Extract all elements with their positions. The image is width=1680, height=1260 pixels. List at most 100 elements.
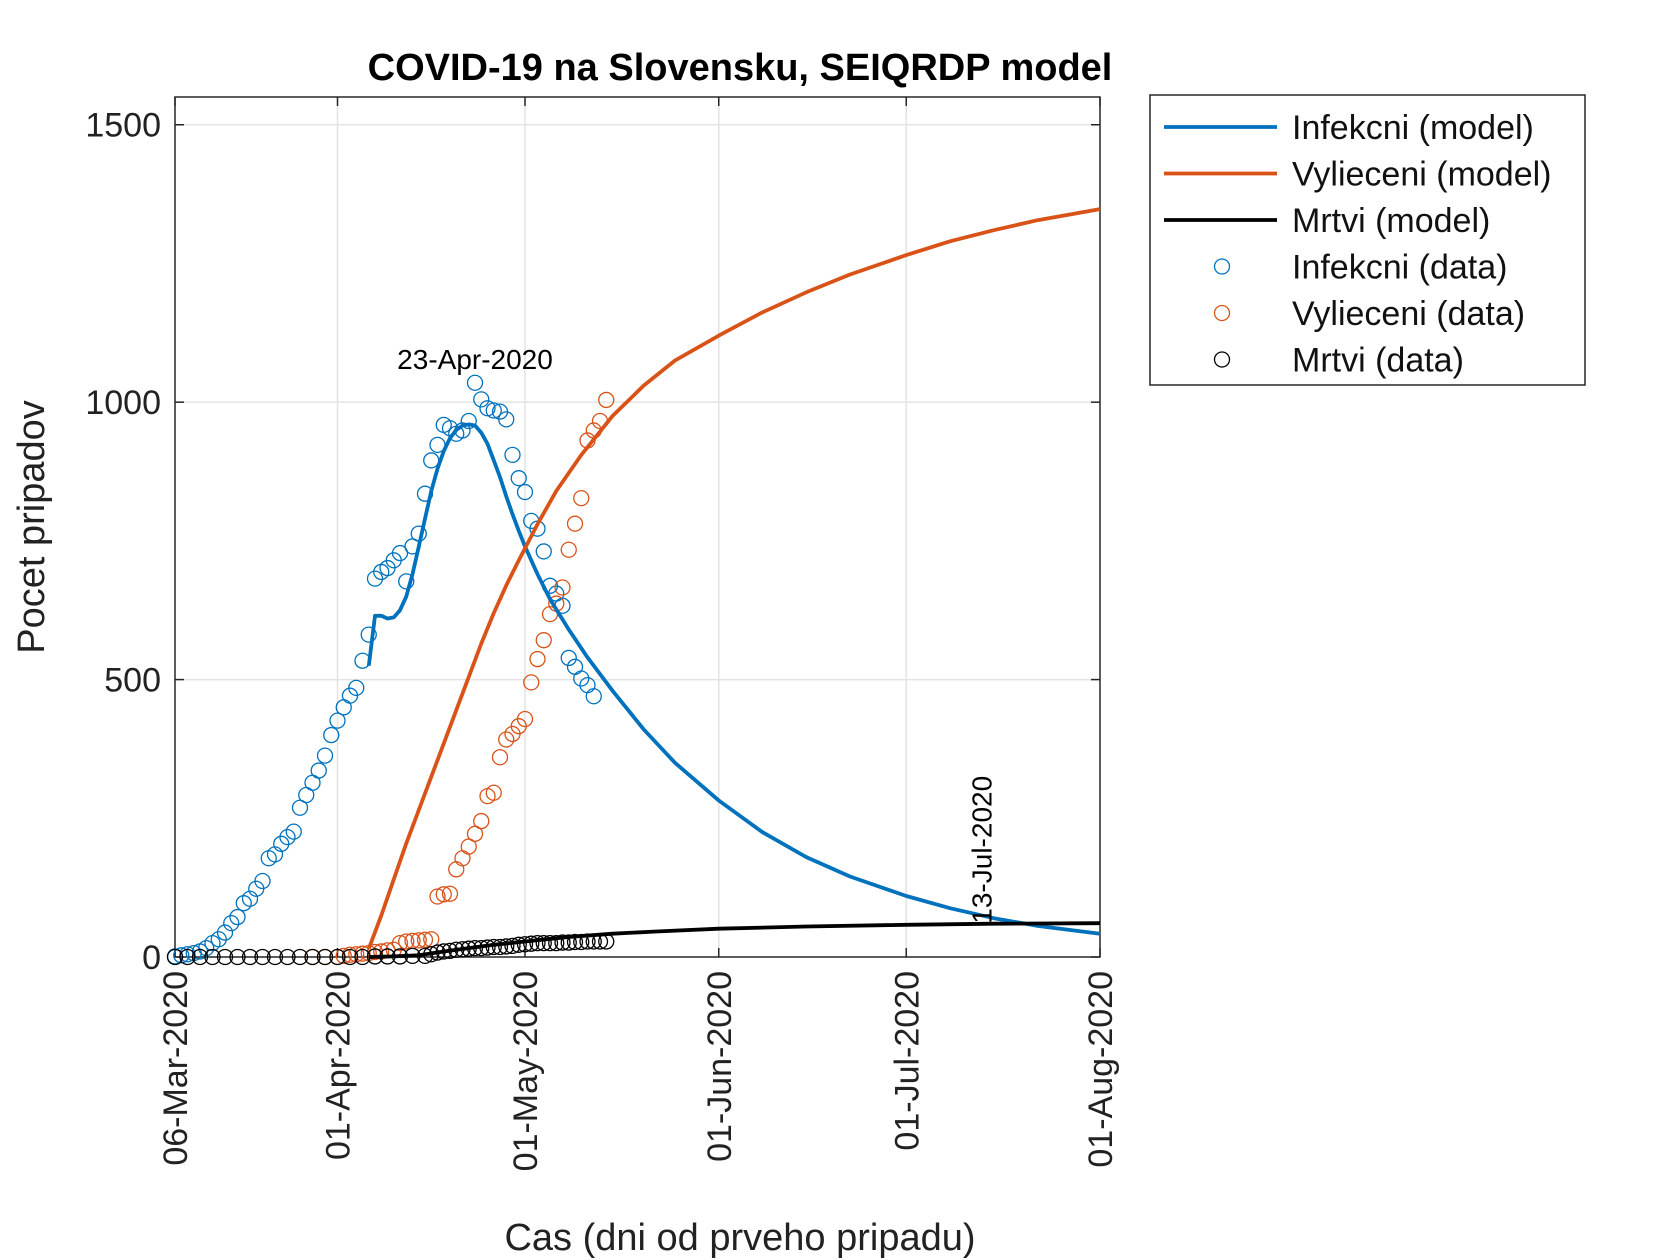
data-point	[304, 948, 321, 966]
data-point	[391, 934, 409, 952]
x-tick-label: 01-Jun-2020	[701, 971, 739, 1162]
annotation-label: 13-Jul-2020	[966, 776, 997, 924]
data-point	[491, 749, 509, 766]
data-point	[285, 823, 302, 840]
legend-swatch-marker	[1213, 351, 1231, 368]
data-point	[173, 947, 190, 964]
data-point	[341, 948, 359, 966]
data-point	[279, 829, 296, 846]
y-tick-label: 0	[142, 939, 161, 977]
data-point	[485, 402, 502, 419]
y-tick-label: 1000	[85, 384, 161, 422]
data-point	[504, 937, 521, 955]
data-point	[516, 710, 534, 728]
data-point	[566, 515, 584, 532]
data-point	[216, 948, 234, 966]
data-point	[479, 400, 496, 417]
legend-swatch-marker	[1213, 304, 1231, 322]
data-point	[466, 825, 484, 842]
data-point	[460, 838, 477, 855]
data-point	[460, 412, 477, 430]
axes-frame	[174, 96, 1101, 958]
data-point	[598, 391, 615, 409]
data-point	[335, 947, 352, 965]
legend-item: Infekcni (data)	[1213, 249, 1507, 287]
data-point	[291, 799, 309, 816]
data-point	[485, 784, 502, 801]
data-point	[516, 483, 534, 501]
grid	[175, 97, 1100, 957]
data-point	[166, 948, 184, 966]
data-point	[554, 579, 571, 596]
data-point	[560, 934, 577, 951]
data-point	[498, 938, 515, 955]
data-point	[373, 943, 390, 960]
data-point	[535, 632, 552, 649]
data-point	[254, 872, 271, 890]
x-tick-label: 06-Mar-2020	[157, 971, 195, 1166]
data-point	[529, 650, 546, 668]
legend: Infekcni (model) Vylieceni (model) Mrtvi (…	[1149, 94, 1586, 386]
data-point	[204, 948, 221, 966]
data-point	[316, 747, 334, 764]
data-point	[329, 712, 346, 729]
series-layer	[166, 207, 1101, 966]
data-point	[535, 934, 552, 952]
y-tick-label: 1500	[85, 107, 161, 145]
data-point	[210, 931, 227, 948]
data-point	[523, 935, 540, 952]
legend-label: Mrtvi (model)	[1292, 202, 1490, 240]
data-point	[329, 948, 346, 966]
data-point	[560, 541, 577, 558]
legend-item: Mrtvi (data)	[1213, 342, 1464, 380]
data-point	[229, 908, 246, 926]
data-point	[473, 812, 490, 830]
legend-label: Infekcni (model)	[1292, 109, 1534, 147]
legend-swatch-marker	[1213, 258, 1231, 275]
series-line-vylieceni-model	[367, 207, 1101, 950]
data-point	[241, 890, 259, 907]
legend-label: Infekcni (data)	[1292, 249, 1507, 287]
data-point	[573, 489, 590, 507]
data-point	[179, 948, 196, 966]
annotations: 23-Apr-2020 13-Jul-2020	[397, 344, 997, 924]
data-point	[279, 948, 296, 966]
series-line-mrtvi-model	[368, 921, 1101, 959]
legend-item: Vylieceni (model)	[1164, 156, 1552, 194]
annotation-label: 23-Apr-2020	[397, 344, 553, 375]
data-point	[548, 934, 565, 952]
y-axis-title: Pocet pripadov	[11, 400, 53, 654]
data-point	[348, 679, 365, 697]
data-point	[241, 948, 259, 966]
data-point	[229, 948, 246, 966]
legend-item: Infekcni (model)	[1164, 109, 1534, 147]
x-tick-label: 01-Apr-2020	[320, 971, 358, 1160]
data-point	[473, 391, 490, 408]
legend-label: Vylieceni (model)	[1292, 156, 1552, 194]
data-point	[573, 670, 590, 687]
data-point	[516, 936, 534, 953]
x-tick-label: 01-Aug-2020	[1082, 971, 1120, 1168]
data-point	[491, 938, 509, 956]
data-point	[191, 948, 209, 966]
data-point	[504, 446, 521, 464]
data-point	[416, 931, 434, 948]
data-point	[510, 470, 527, 487]
data-point	[410, 932, 427, 949]
data-point	[466, 374, 484, 391]
data-point	[523, 674, 540, 691]
data-point	[541, 934, 559, 952]
data-point	[273, 835, 290, 852]
series-line-infekcni-model	[366, 422, 1101, 936]
y-tick-label: 500	[104, 662, 161, 700]
data-point	[560, 649, 577, 667]
data-point	[429, 888, 446, 905]
legend-box	[1149, 94, 1586, 386]
data-point	[398, 573, 415, 590]
data-point	[223, 915, 240, 932]
data-point	[291, 948, 309, 966]
data-point	[441, 885, 459, 902]
data-point	[310, 762, 327, 779]
data-point	[216, 924, 234, 941]
